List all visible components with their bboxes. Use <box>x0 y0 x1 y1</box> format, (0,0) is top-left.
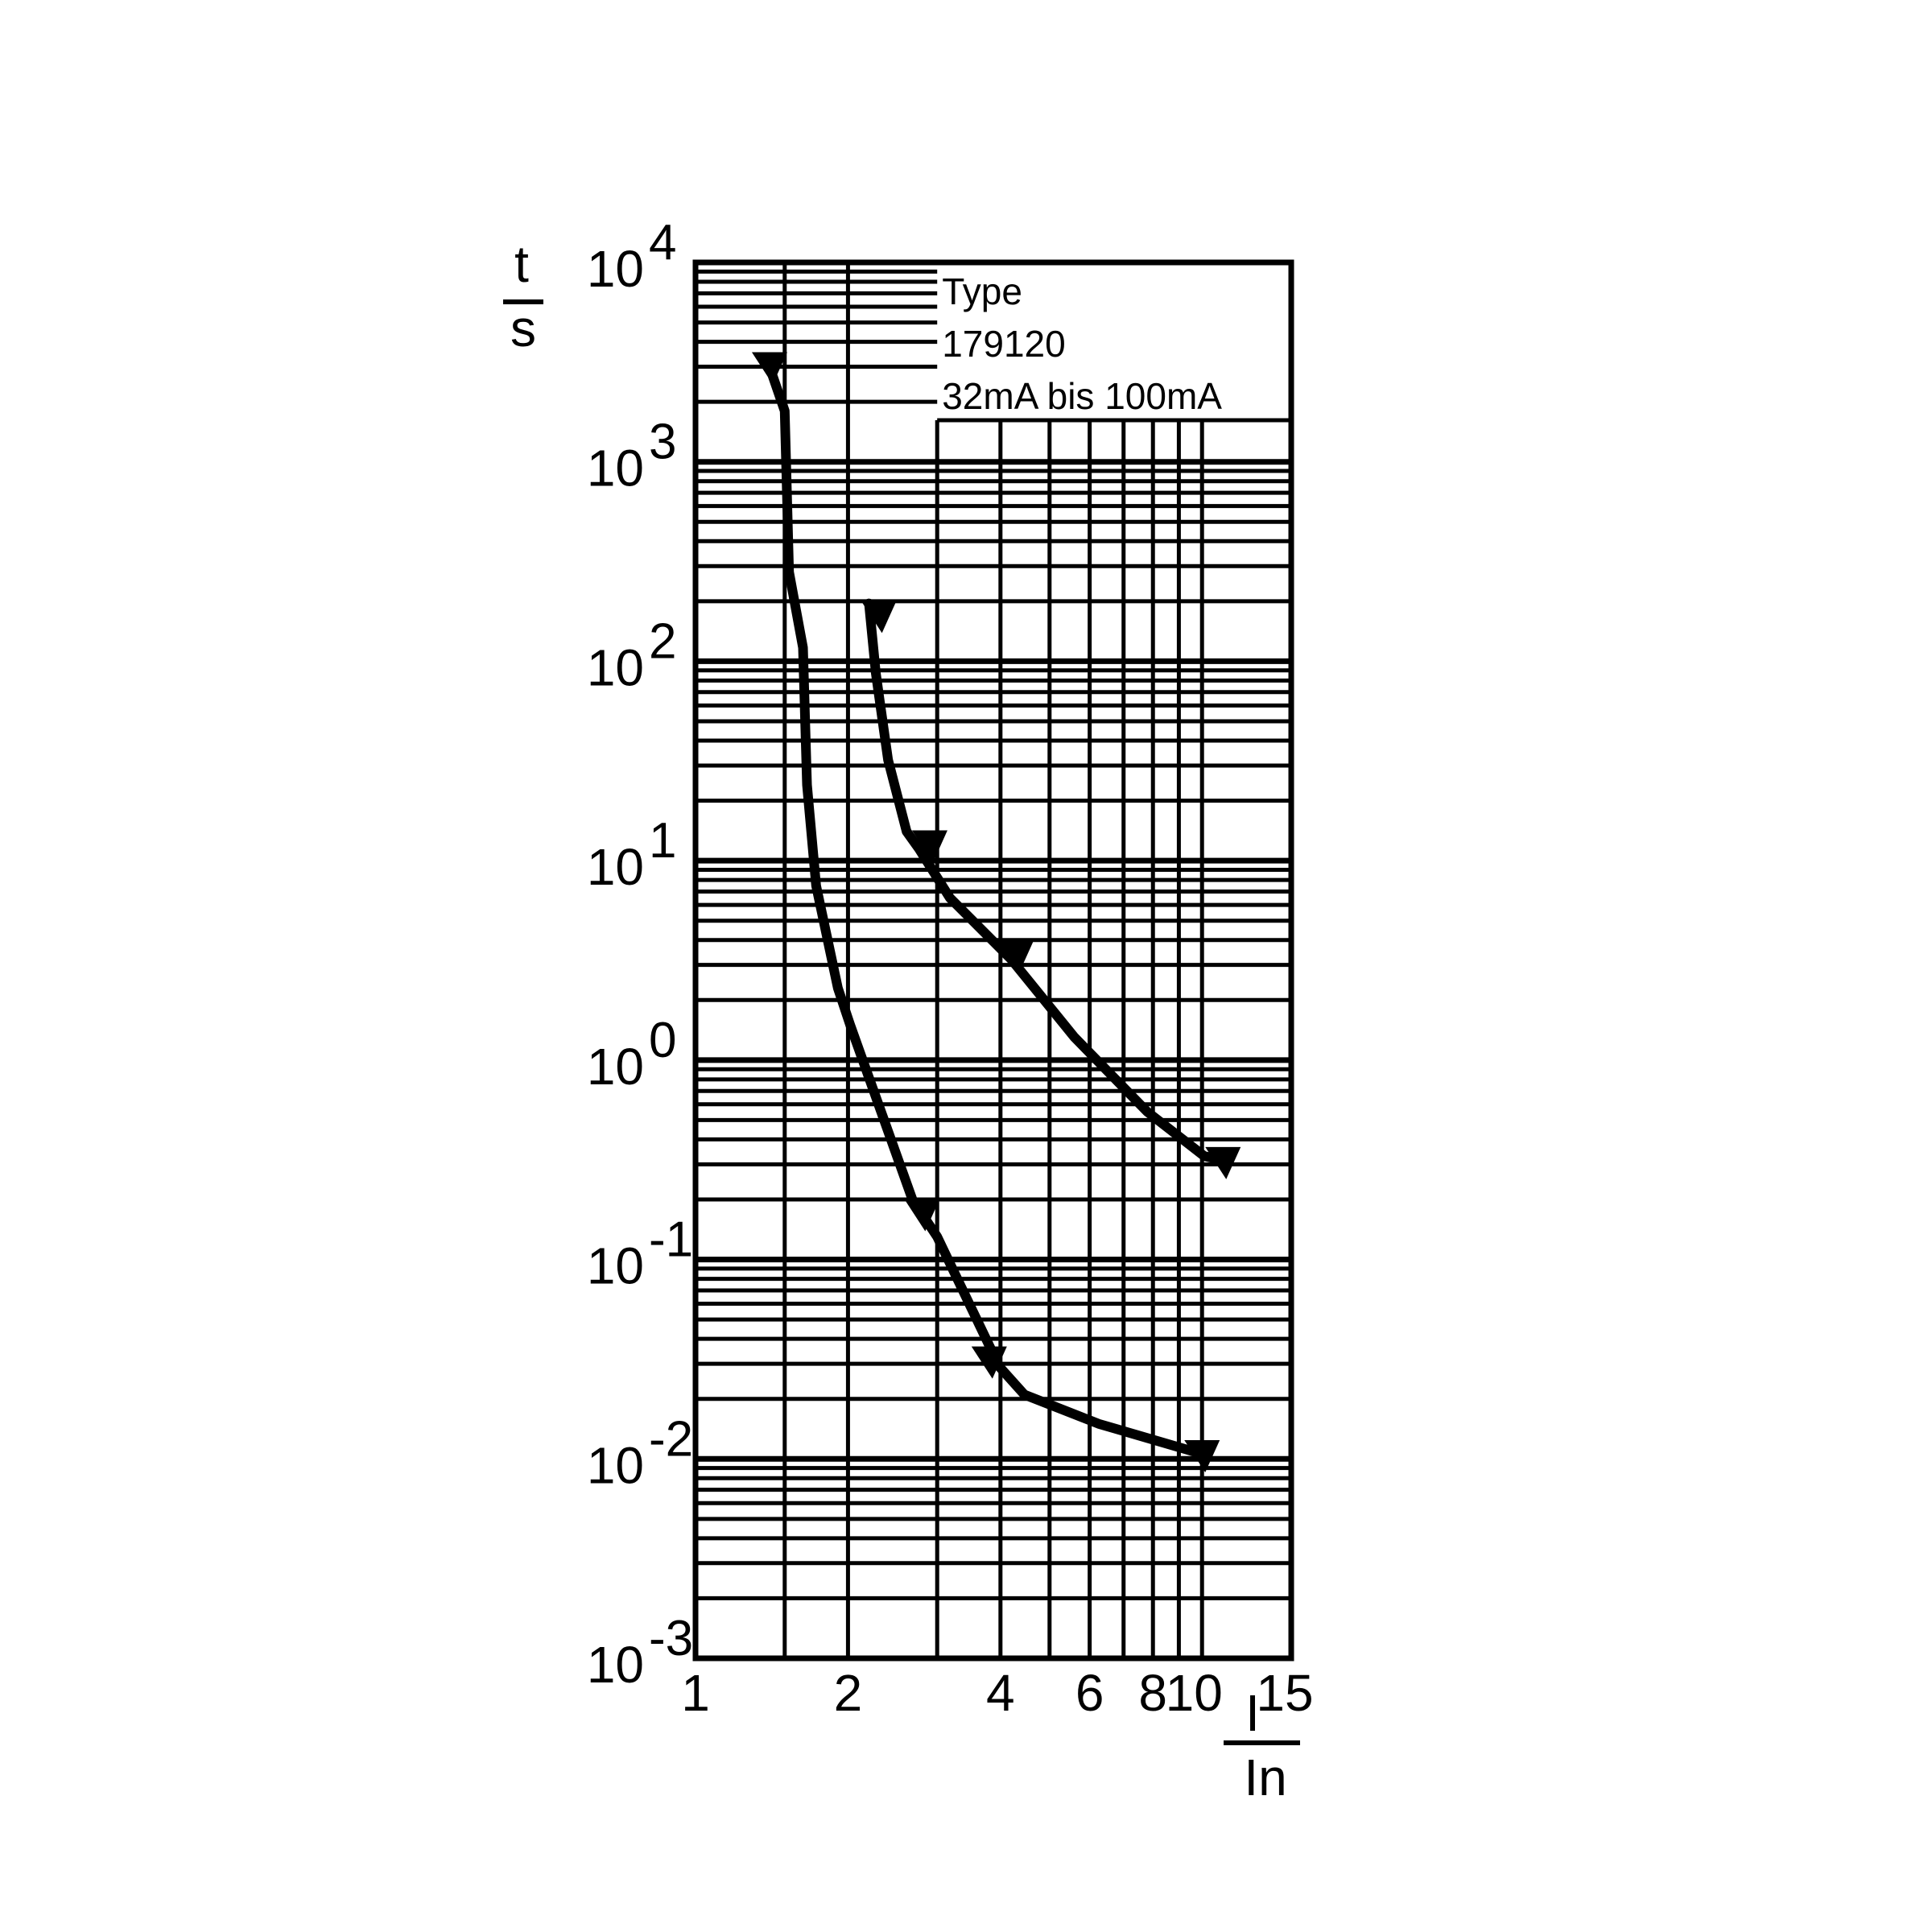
x-tick-label: 2 <box>834 1664 863 1722</box>
legend-text-line: 179120 <box>942 323 1066 365</box>
y-tick-base: 10 <box>587 240 644 298</box>
y-tick-base: 10 <box>587 838 644 896</box>
y-tick-label: 10 -3 <box>587 1611 693 1694</box>
x-tick-label: 10 <box>1166 1664 1223 1722</box>
plot-frame <box>692 259 1294 1662</box>
y-tick-base: 10 <box>587 1038 644 1096</box>
series-1-marker <box>971 1346 1007 1379</box>
series-2-marker <box>1205 1146 1241 1179</box>
x-axis-label-numerator: I <box>1245 1684 1260 1742</box>
series-2-marker <box>998 939 1034 972</box>
x-axis-label-denominator: In <box>1244 1748 1286 1806</box>
y-tick-exponent: 4 <box>649 215 676 270</box>
y-tick-exponent: -3 <box>649 1611 693 1666</box>
y-tick-base: 10 <box>587 638 644 696</box>
y-tick-exponent: 1 <box>649 813 676 869</box>
x-tick-label: 6 <box>1075 1664 1104 1722</box>
series-1-marker <box>1184 1440 1220 1473</box>
series-1-curve <box>764 361 1209 1459</box>
y-tick-label: 10 2 <box>587 613 677 696</box>
series-2-marker <box>911 830 947 863</box>
y-axis-label-denominator: s <box>510 299 536 357</box>
y-tick-base: 10 <box>587 440 644 497</box>
y-tick-exponent: 0 <box>649 1013 676 1068</box>
series-1-marker <box>751 352 787 385</box>
y-tick-exponent: -2 <box>649 1411 693 1467</box>
y-tick-label: 10 4 <box>587 215 677 298</box>
legend-text-line: Type <box>942 270 1022 312</box>
x-tick-label: 15 <box>1256 1664 1313 1722</box>
series-2-curve <box>864 598 1234 1166</box>
y-axis-label-numerator: t <box>514 235 529 293</box>
series-2-marker <box>861 601 897 634</box>
y-tick-label: 10 3 <box>587 415 677 497</box>
y-tick-label: 10 -1 <box>587 1212 693 1295</box>
y-tick-exponent: 2 <box>649 613 676 669</box>
x-tick-label: 8 <box>1138 1664 1167 1722</box>
series-1-marker <box>904 1199 940 1232</box>
y-tick-base: 10 <box>587 1636 644 1694</box>
x-tick-label: 4 <box>986 1664 1015 1722</box>
y-tick-label: 10 0 <box>587 1013 677 1096</box>
legend-text-line: 32mA bis 100mA <box>942 375 1222 417</box>
y-tick-base: 10 <box>587 1436 644 1494</box>
x-tick-label: 1 <box>681 1664 710 1722</box>
y-tick-base: 10 <box>587 1237 644 1295</box>
y-tick-exponent: -1 <box>649 1212 693 1268</box>
y-tick-exponent: 3 <box>649 415 676 470</box>
y-tick-label: 10 -2 <box>587 1411 693 1494</box>
y-tick-label: 10 1 <box>587 813 677 896</box>
